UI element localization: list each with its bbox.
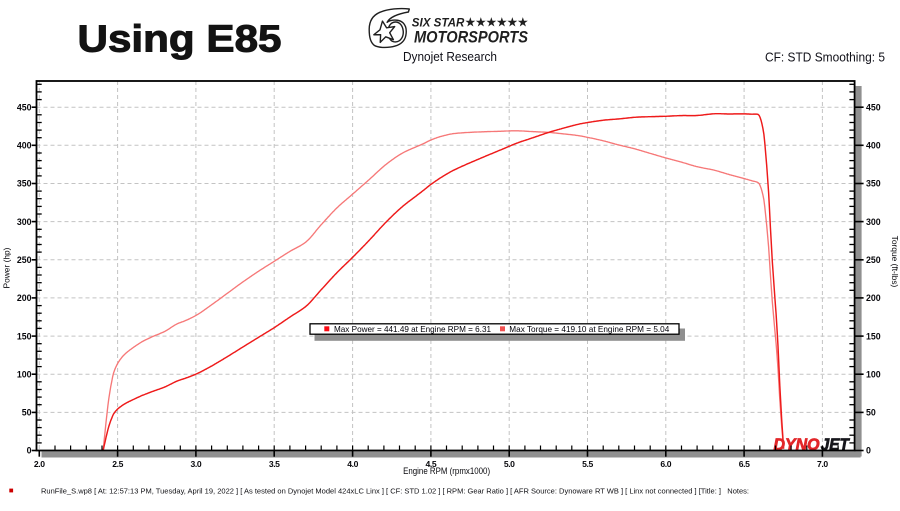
svg-text:5.5: 5.5 [582,459,593,469]
svg-text:50: 50 [22,408,32,418]
svg-text:Torque (ft-lbs): Torque (ft-lbs) [890,236,900,288]
svg-text:MOTORSPORTS: MOTORSPORTS [414,29,528,47]
svg-text:100: 100 [17,369,32,379]
svg-text:200: 200 [866,293,881,303]
svg-text:Max Power = 441.49 at Engine R: Max Power = 441.49 at Engine RPM = 6.31 [334,324,491,334]
svg-text:150: 150 [17,331,32,341]
svg-text:100: 100 [866,369,881,379]
svg-text:3.0: 3.0 [191,459,202,469]
svg-text:200: 200 [17,293,32,303]
svg-text:★★★★★★: ★★★★★★ [465,14,529,29]
svg-text:0: 0 [27,446,32,456]
svg-text:300: 300 [17,217,32,227]
svg-text:50: 50 [866,408,876,418]
svg-text:7.0: 7.0 [817,459,828,469]
svg-text:Dynojet Research: Dynojet Research [403,50,497,64]
svg-text:350: 350 [866,179,881,189]
svg-text:300: 300 [866,217,881,227]
svg-text:SIX STAR: SIX STAR [412,15,465,29]
svg-text:5.0: 5.0 [504,459,515,469]
svg-text:150: 150 [866,331,881,341]
svg-text:4.0: 4.0 [347,459,358,469]
svg-text:CF: STD Smoothing: 5: CF: STD Smoothing: 5 [765,50,885,64]
svg-text:2.5: 2.5 [112,459,123,469]
svg-text:400: 400 [17,141,32,151]
svg-text:250: 250 [866,255,881,265]
svg-text:4.5: 4.5 [426,459,437,469]
svg-text:Using E85: Using E85 [78,18,282,60]
svg-text:450: 450 [17,102,32,112]
svg-text:400: 400 [866,141,881,151]
svg-text:0: 0 [866,446,871,456]
svg-text:3.5: 3.5 [269,459,280,469]
svg-text:Max Torque = 419.10 at Engine: Max Torque = 419.10 at Engine RPM = 5.04 [509,324,669,334]
svg-text:450: 450 [866,102,881,112]
svg-text:6.0: 6.0 [660,459,671,469]
svg-text:Power (hp): Power (hp) [2,247,12,288]
svg-text:6.5: 6.5 [739,459,750,469]
svg-text:2.0: 2.0 [34,459,45,469]
svg-text:RunFile_S.wp8 [ At: 12:57:13 P: RunFile_S.wp8 [ At: 12:57:13 PM, Tuesday… [41,487,749,496]
svg-text:Engine RPM (rpmx1000): Engine RPM (rpmx1000) [403,466,490,477]
svg-text:350: 350 [17,179,32,189]
svg-text:250: 250 [17,255,32,265]
